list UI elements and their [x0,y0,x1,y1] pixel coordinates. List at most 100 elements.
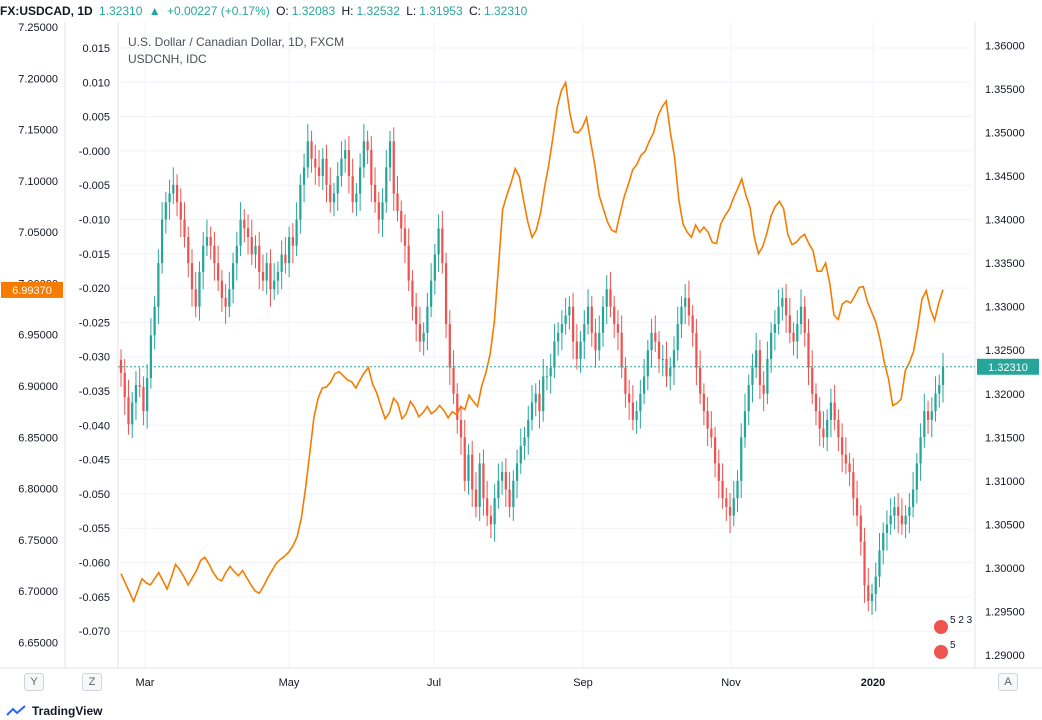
usdcad-candle-body [123,372,126,398]
usdcad-candle-body [280,254,283,272]
spread-axis[interactable]: 0.015 0.010 0.005 -0.000 -0.005 -0.010 -0.015 -… [79,43,110,638]
usdcad-candle-body [586,306,590,325]
right-axis-tick: 1.35500 [985,84,1025,96]
usdcad-candle-body [370,149,373,185]
right-axis-tick: 1.29500 [985,606,1025,618]
usdcad-candle-body [471,454,474,490]
right-axis-tick: 1.32000 [985,389,1025,401]
usdcad-candle-body [157,263,160,307]
us-event-count: 5 2 3 [950,615,973,626]
usdcad-candle-body [164,202,167,220]
usdcad-candle-body [512,480,515,507]
time-axis-tick: May [279,677,300,689]
left-axis-tick: 7.05000 [18,227,58,239]
right-axis-tick: 1.32500 [985,345,1025,357]
usdcad-candle-body [340,158,343,177]
usdcad-candles [119,123,945,615]
low-value: 1.31953 [419,4,463,18]
usdcad-candle-body [134,385,138,403]
usdcad-candle-body [142,386,145,412]
event-flags[interactable]: 5 2 3 5 [934,615,973,659]
usdcad-candle-body [680,306,683,325]
tradingview-logo-icon [6,705,26,716]
usdcad-candle-body [751,367,754,386]
usdcad-candle-body [560,324,564,333]
usdcad-candle-body [594,332,597,351]
z-axis-button[interactable]: Z [82,673,102,691]
usdcad-candle-body [844,454,847,464]
us-flag-icon[interactable] [934,620,948,634]
right-axis-tick: 1.31500 [985,432,1025,444]
usdcad-candle-body [325,158,328,185]
mid-axis-tick: -0.030 [79,352,110,364]
usdcad-candle-body [381,202,384,220]
usdcad-candle-body [467,454,470,481]
usdcad-candle-body [579,341,582,359]
usdcad-candle-body [699,367,702,394]
usdcad-candle-body [557,332,560,342]
usdcad-candle-body [553,341,556,368]
usdcad-candle-body [456,393,459,420]
usdcad-candle-body [811,367,814,394]
usdcad-candle-body [915,463,918,490]
usdcad-candle-body [713,437,717,464]
time-axis-tick: Sep [573,677,593,689]
usdcad-candle-body [882,533,885,551]
usdcnh-price-badge: 6.99370 [1,281,63,298]
usdcad-candle-body [628,393,631,403]
usdcad-candle-body [269,263,272,290]
usdcad-candle-body [650,332,653,351]
usdcad-candle-body [635,411,638,420]
mid-axis-tick: -0.055 [79,523,110,535]
usdcad-candle-body [897,506,900,516]
usdcad-candle-body [777,306,780,325]
usdcad-candle-body [803,306,806,333]
usdcad-candle-body [796,324,799,342]
mid-axis-tick: -0.015 [79,249,110,261]
usdcad-candle-body [489,515,493,525]
left-axis-tick: 6.65000 [18,637,58,649]
left-axis-tick: 7.15000 [18,125,58,137]
left-axis-tick: 6.90000 [18,381,58,393]
usdcad-candle-body [762,385,765,394]
price-chart[interactable]: 7.250007.200007.150007.100007.050007.000… [0,22,1042,698]
usdcad-candle-body [187,237,190,264]
usdcad-candle-body [672,350,676,368]
usdcad-candle-body [605,289,608,307]
legend-main-series: U.S. Dollar / Canadian Dollar, 1D, FXCM [128,35,344,49]
usdcad-price-badge-label: 1.32310 [988,362,1028,374]
usdcad-candle-body [261,271,265,281]
usdcad-candle-body [788,315,791,333]
usdcad-candle-body [486,498,489,516]
usdcad-candle-body [863,541,866,586]
usdcad-candle-body [784,297,788,316]
usdcad-candle-body [676,324,679,351]
usdcad-price-axis[interactable]: 1.36000 1.35500 1.35000 1.34500 1.34000 1.335… [985,41,1025,662]
canada-flag-icon[interactable] [934,645,948,659]
usdcad-candle-body [347,149,351,177]
usdcad-candle-body [620,332,623,368]
usdcad-candle-body [930,411,933,420]
usdcad-candle-body [392,141,395,194]
left-axis-tick: 6.95000 [18,330,58,342]
usdcad-candle-body [706,411,709,429]
usdcad-candle-body [822,428,825,438]
usdcad-candle-body [426,306,429,333]
mid-axis-tick: -0.050 [79,489,110,501]
tradingview-logo[interactable]: TradingView [6,702,102,720]
usdcad-candle-body [284,254,287,264]
usdcnh-price-axis[interactable]: 7.250007.200007.150007.100007.050007.000… [18,22,58,649]
y-axis-button[interactable]: Y [24,673,44,691]
usdcad-candle-body [549,367,552,377]
usdcad-candle-body [527,419,530,438]
usdcad-candle-body [893,506,896,516]
usdcad-candle-body [852,472,855,499]
left-axis-tick: 6.70000 [18,586,58,598]
time-axis[interactable]: Mar May Jul Sep Nov 2020 [136,677,886,689]
usdcad-candle-body [459,419,463,438]
usdcad-candle-body [530,402,534,420]
usdcad-candle-body [265,263,268,281]
usdcad-candle-body [194,289,197,307]
auto-scale-button[interactable]: A [998,673,1018,691]
usdcad-candle-body [717,463,720,481]
